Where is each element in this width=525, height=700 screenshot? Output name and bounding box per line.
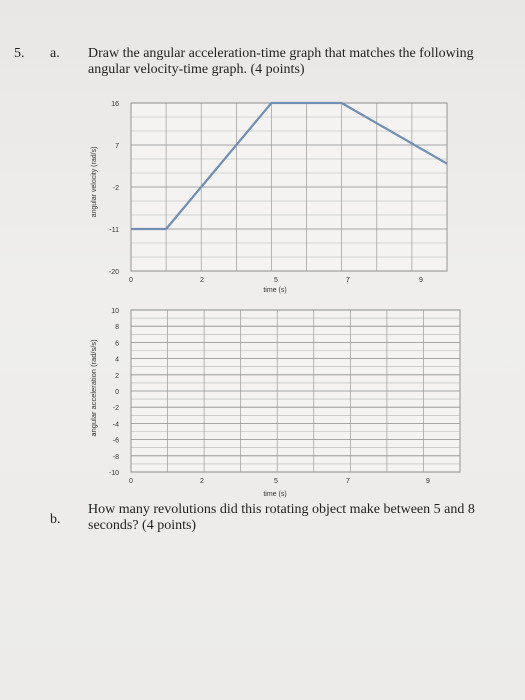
acceleration-plot-area [130, 309, 461, 473]
velocity-series-line [131, 101, 448, 231]
acceleration-y-tick-label: 0 [115, 389, 119, 396]
velocity-x-tick-label: 0 [129, 277, 133, 284]
velocity-y-tick-label: 7 [115, 143, 119, 150]
velocity-y-tick-label: -2 [113, 185, 119, 192]
part-b-label: b. [50, 512, 61, 527]
part-a-label: a. [50, 46, 60, 61]
acceleration-y-axis-label: angular acceleration (rad/s/s) [89, 339, 98, 437]
velocity-y-axis-label: angular velocity (rad/s) [91, 147, 98, 218]
velocity-x-tick-label: 5 [274, 277, 278, 284]
acceleration-y-tick-label: 2 [115, 373, 119, 380]
acceleration-y-tick-label: -8 [113, 454, 119, 461]
velocity-y-tick-label: -11 [109, 227, 119, 234]
velocity-x-tick-label: 2 [200, 277, 204, 284]
acceleration-x-tick-label: 5 [274, 478, 278, 485]
velocity-x-tick-label: 9 [419, 277, 423, 284]
acceleration-y-tick-label: 4 [115, 357, 119, 364]
acceleration-y-tick-label: -10 [109, 470, 119, 477]
part-b-text: How many revolutions did this rotating o… [88, 502, 475, 533]
acceleration-y-tick-label: 6 [115, 340, 119, 347]
question-number: 5. [14, 46, 25, 61]
velocity-y-tick-label: 16 [111, 101, 119, 108]
acceleration-y-tick-label: 10 [111, 308, 119, 315]
acceleration-y-tick-label: -2 [113, 405, 119, 412]
acceleration-x-tick-label: 7 [346, 478, 350, 485]
velocity-plot-area [130, 102, 448, 272]
acceleration-y-tick-label: -6 [113, 438, 119, 445]
velocity-x-axis-label: time (s) [263, 287, 286, 294]
acceleration-x-tick-label: 0 [129, 478, 133, 485]
part-a-text: Draw the angular acceleration-time graph… [88, 46, 474, 77]
velocity-y-tick-label: -20 [109, 269, 119, 276]
acceleration-y-tick-label: 8 [115, 324, 119, 331]
acceleration-y-tick-label: -4 [113, 421, 119, 428]
acceleration-x-tick-label: 2 [200, 478, 204, 485]
acceleration-x-axis-label: time (s) [263, 491, 286, 498]
velocity-x-tick-label: 7 [346, 277, 350, 284]
acceleration-x-tick-label: 9 [426, 478, 430, 485]
